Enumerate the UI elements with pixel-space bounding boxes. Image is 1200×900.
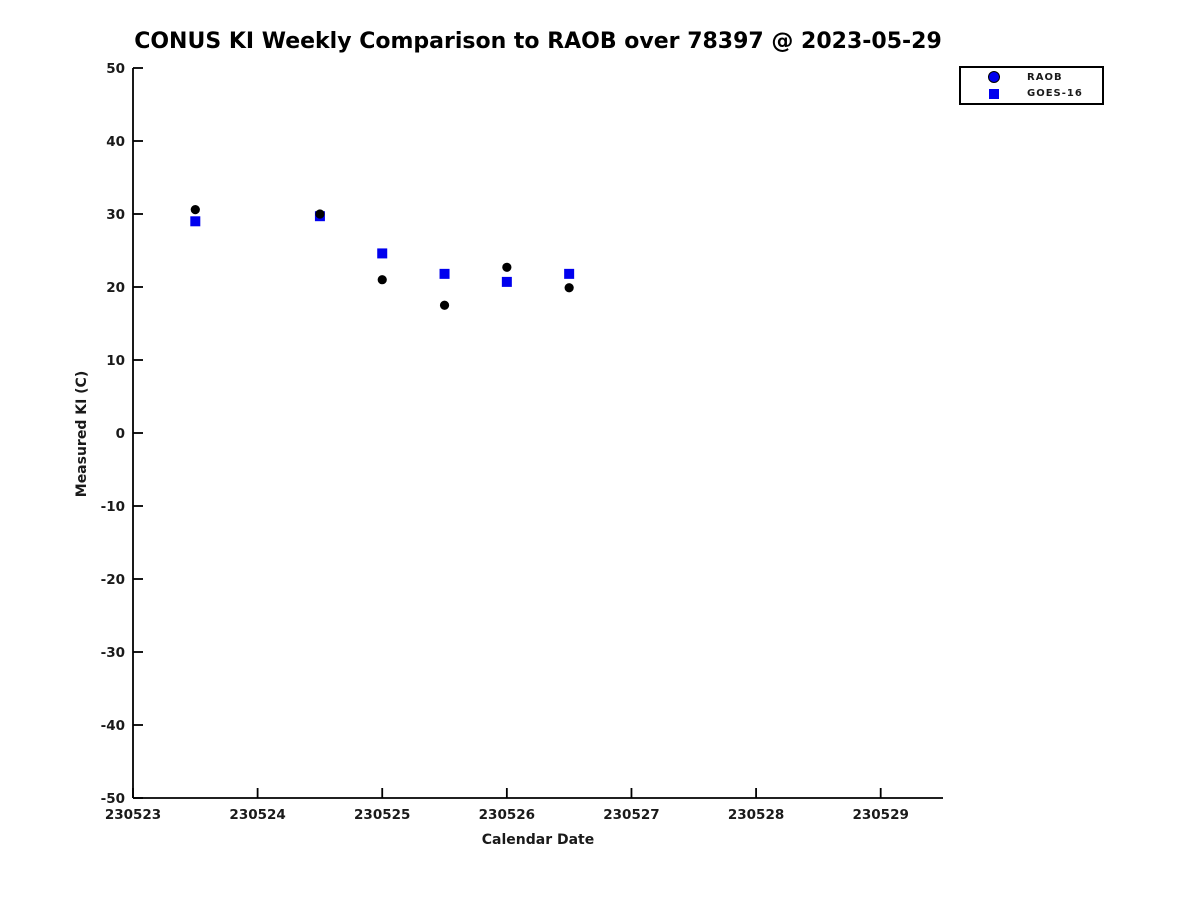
y-tick-label: 50 xyxy=(106,61,125,77)
y-tick-label: 10 xyxy=(106,353,125,369)
data-point-raob xyxy=(564,283,574,293)
goes16-square-icon xyxy=(989,88,999,99)
data-point-goes-16 xyxy=(377,248,388,259)
y-tick-label: 40 xyxy=(106,134,125,150)
x-tick-label: 230528 xyxy=(728,807,784,823)
y-tick-label: -50 xyxy=(101,791,125,807)
legend-box: RAOB GOES-16 xyxy=(959,66,1104,105)
y-tick-label: 30 xyxy=(106,207,125,223)
x-tick-label: 230529 xyxy=(853,807,909,823)
data-point-goes-16 xyxy=(564,268,575,279)
data-point-raob xyxy=(502,262,512,272)
x-tick-label: 230527 xyxy=(603,807,659,823)
legend-label-raob: RAOB xyxy=(1027,71,1063,83)
legend-item-raob: RAOB xyxy=(961,70,1102,85)
y-tick-label: 20 xyxy=(106,280,125,296)
x-tick-label: 230524 xyxy=(229,807,285,823)
legend-item-goes16: GOES-16 xyxy=(961,86,1102,101)
x-tick-label: 230526 xyxy=(479,807,535,823)
data-point-raob xyxy=(190,205,200,215)
data-point-goes-16 xyxy=(190,216,201,227)
data-point-goes-16 xyxy=(501,276,512,287)
raob-circle-icon xyxy=(988,71,1000,84)
x-axis-label: Calendar Date xyxy=(481,832,595,848)
y-tick-label: -20 xyxy=(101,572,125,588)
y-tick-label: 0 xyxy=(116,426,125,442)
data-point-raob xyxy=(439,300,450,310)
data-point-raob xyxy=(315,209,325,219)
data-point-raob xyxy=(377,275,387,285)
y-tick-label: -30 xyxy=(101,645,125,661)
x-tick-label: 230523 xyxy=(105,807,161,823)
chart-title: CONUS KI Weekly Comparison to RAOB over … xyxy=(134,29,942,54)
y-tick-label: -40 xyxy=(101,718,125,734)
y-tick-label: -10 xyxy=(101,499,125,515)
x-tick-label: 230525 xyxy=(354,807,410,823)
data-point-goes-16 xyxy=(439,268,450,279)
legend-label-goes16: GOES-16 xyxy=(1027,88,1083,100)
